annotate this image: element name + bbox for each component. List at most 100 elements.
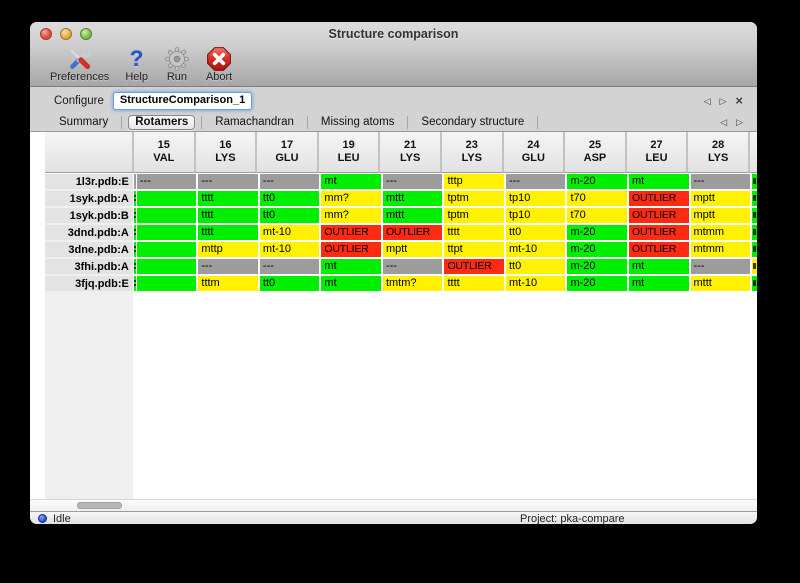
tab-summary[interactable]: Summary: [59, 116, 109, 128]
minimize-window-button[interactable]: [60, 28, 72, 40]
row-label[interactable]: 3dnd.pdb:A: [45, 225, 133, 240]
rotamer-cell-21[interactable]: mptt: [382, 242, 443, 257]
scrollbar-thumb[interactable]: [77, 502, 122, 509]
rotamer-cell-27[interactable]: mt: [629, 276, 689, 291]
rotamer-cell-24[interactable]: tp10: [505, 208, 566, 223]
rotamer-cell-16[interactable]: tttt: [198, 191, 258, 206]
rotamer-cell-24[interactable]: mt-10: [505, 242, 566, 257]
rotamer-cell-24[interactable]: mt-10: [505, 276, 566, 291]
rotamer-cell-27[interactable]: mt: [629, 259, 689, 274]
rotamer-cell-28[interactable]: mtmm: [690, 242, 751, 257]
rotamer-cell-15[interactable]: [136, 208, 197, 223]
rotamer-cell-15[interactable]: ---: [136, 174, 197, 189]
rotamer-cell-17[interactable]: mt-10: [259, 242, 320, 257]
rotamer-cell-19[interactable]: mm?: [321, 191, 381, 206]
rotamer-cell-28[interactable]: mptt: [690, 208, 751, 223]
rotamer-cell-16[interactable]: ---: [198, 174, 258, 189]
rotamer-cell-17[interactable]: tt0: [259, 276, 320, 291]
rotamer-cell-25[interactable]: m-20: [567, 225, 627, 240]
rotamer-cell-28[interactable]: mttt: [690, 276, 751, 291]
configure-close-icon[interactable]: ×: [735, 93, 743, 108]
tab-secondary-structure[interactable]: Secondary structure: [421, 116, 525, 128]
tabs-next-icon[interactable]: ▷: [736, 117, 743, 127]
tab-ramachandran[interactable]: Ramachandran: [215, 116, 294, 128]
rotamer-cell-23[interactable]: tttt: [444, 225, 504, 240]
rotamer-cell-27[interactable]: mt: [629, 174, 689, 189]
rotamer-cell-21[interactable]: ---: [382, 259, 443, 274]
clipped-right-column-cell: [752, 242, 757, 257]
rotamer-cell-21[interactable]: mttt: [382, 208, 443, 223]
tab-missing-atoms[interactable]: Missing atoms: [320, 116, 395, 128]
rotamer-cell-25[interactable]: t70: [567, 208, 627, 223]
rotamer-cell-17[interactable]: ---: [259, 259, 320, 274]
rotamer-cell-28[interactable]: ---: [690, 259, 751, 274]
rotamer-cell-16[interactable]: tttm: [198, 276, 258, 291]
rotamer-cell-24[interactable]: tt0: [505, 259, 566, 274]
row-label[interactable]: 1l3r.pdb:E: [45, 174, 133, 189]
rotamer-cell-25[interactable]: m-20: [567, 174, 627, 189]
rotamer-cell-15[interactable]: [136, 191, 197, 206]
rotamer-cell-19[interactable]: mm?: [321, 208, 381, 223]
rotamer-cell-21[interactable]: OUTLIER: [382, 225, 443, 240]
horizontal-scrollbar[interactable]: [30, 499, 757, 511]
rotamer-cell-17[interactable]: ---: [259, 174, 320, 189]
configure-prev-icon[interactable]: ◁: [703, 95, 711, 106]
rotamer-cell-28[interactable]: mtmm: [690, 225, 751, 240]
rotamer-cell-25[interactable]: m-20: [567, 259, 627, 274]
rotamer-cell-24[interactable]: ---: [505, 174, 566, 189]
row-label[interactable]: 3fjq.pdb:E: [45, 276, 133, 291]
row-label[interactable]: 3dne.pdb:A: [45, 242, 133, 257]
rotamer-cell-24[interactable]: tt0: [505, 225, 566, 240]
rotamer-cell-28[interactable]: ---: [690, 174, 751, 189]
title-bar[interactable]: Structure comparison: [30, 22, 757, 46]
toolbar-abort-button[interactable]: Abort: [206, 46, 232, 83]
rotamer-cell-25[interactable]: m-20: [567, 242, 627, 257]
rotamer-cell-16[interactable]: tttt: [198, 208, 258, 223]
rotamer-cell-19[interactable]: mt: [321, 174, 381, 189]
rotamer-cell-23[interactable]: ttpt: [444, 242, 504, 257]
rotamer-cell-27[interactable]: OUTLIER: [629, 191, 689, 206]
rotamer-cell-23[interactable]: tttt: [444, 276, 504, 291]
rotamer-cell-17[interactable]: tt0: [259, 208, 320, 223]
row-label[interactable]: 3fhi.pdb:A: [45, 259, 133, 274]
rotamer-cell-24[interactable]: tp10: [505, 191, 566, 206]
close-window-button[interactable]: [40, 28, 52, 40]
rotamer-cell-15[interactable]: [136, 259, 197, 274]
rotamer-cell-17[interactable]: mt-10: [259, 225, 320, 240]
zoom-window-button[interactable]: [80, 28, 92, 40]
rotamer-cell-27[interactable]: OUTLIER: [629, 242, 689, 257]
rotamer-cell-19[interactable]: mt: [321, 276, 381, 291]
tabs-prev-icon[interactable]: ◁: [720, 117, 728, 127]
rotamer-cell-23[interactable]: tttp: [444, 174, 504, 189]
rotamer-cell-27[interactable]: OUTLIER: [629, 225, 689, 240]
rotamer-cell-25[interactable]: m-20: [567, 276, 627, 291]
rotamer-cell-23[interactable]: tptm: [444, 208, 504, 223]
toolbar-help-button[interactable]: ? Help: [125, 46, 148, 83]
configure-next-icon[interactable]: ▷: [719, 95, 727, 106]
rotamer-cell-15[interactable]: [136, 242, 197, 257]
rotamer-cell-16[interactable]: ---: [198, 259, 258, 274]
rotamer-cell-23[interactable]: tptm: [444, 191, 504, 206]
rotamer-cell-15[interactable]: [136, 276, 197, 291]
rotamer-cell-27[interactable]: OUTLIER: [629, 208, 689, 223]
rotamer-cell-16[interactable]: mttp: [198, 242, 258, 257]
rotamer-cell-16[interactable]: tttt: [198, 225, 258, 240]
tab-rotamers[interactable]: Rotamers: [128, 114, 196, 130]
table-row: 1l3r.pdb:E --- --- --- mt --- tttp --- m-20 mt ---: [30, 174, 757, 189]
row-label[interactable]: 1syk.pdb:A: [45, 191, 133, 206]
rotamer-cell-25[interactable]: t70: [567, 191, 627, 206]
rotamer-cell-19[interactable]: OUTLIER: [321, 225, 381, 240]
configure-name-field[interactable]: StructureComparison_1: [112, 91, 253, 110]
rotamer-cell-17[interactable]: tt0: [259, 191, 320, 206]
toolbar-run-button[interactable]: Run: [164, 46, 190, 83]
rotamer-cell-19[interactable]: mt: [321, 259, 381, 274]
rotamer-cell-15[interactable]: [136, 225, 197, 240]
rotamer-cell-19[interactable]: OUTLIER: [321, 242, 381, 257]
toolbar-preferences-button[interactable]: Preferences: [50, 46, 109, 83]
rotamer-cell-23[interactable]: OUTLIER: [444, 259, 504, 274]
rotamer-cell-28[interactable]: mptt: [690, 191, 751, 206]
rotamer-cell-21[interactable]: mttt: [382, 191, 443, 206]
rotamer-cell-21[interactable]: tmtm?: [382, 276, 443, 291]
row-label[interactable]: 1syk.pdb:B: [45, 208, 133, 223]
rotamer-cell-21[interactable]: ---: [382, 174, 443, 189]
